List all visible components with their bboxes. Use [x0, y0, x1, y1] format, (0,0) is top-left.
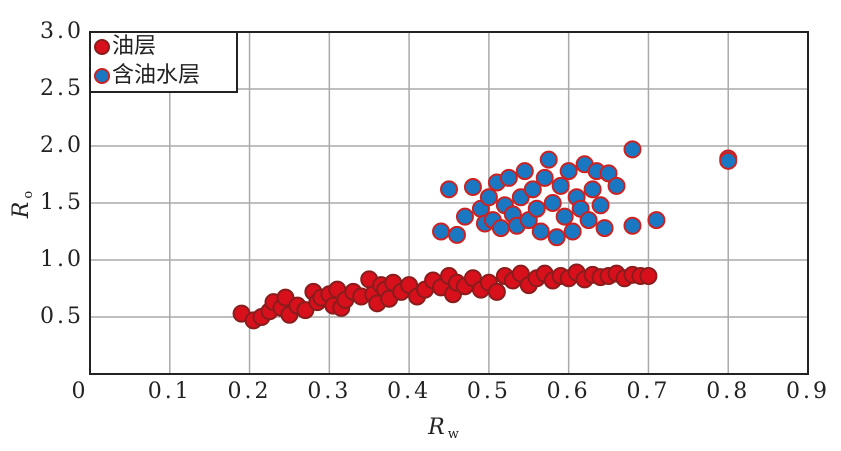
y-tick-label: 1.5	[40, 190, 84, 215]
point	[647, 211, 666, 230]
point	[432, 222, 451, 241]
legend-marker	[94, 39, 110, 55]
point	[463, 178, 482, 197]
x-tick-label: 0.2	[228, 379, 272, 404]
x-tick-label: 0.9	[786, 379, 830, 404]
x-tick-label: 0.3	[307, 379, 351, 404]
point	[623, 140, 642, 159]
legend-marker	[94, 68, 110, 84]
x-axis-label: Rw	[427, 415, 462, 442]
point	[440, 180, 458, 199]
x-tick-label: 0.7	[626, 379, 670, 404]
x-tick-label: 0.6	[547, 379, 591, 404]
point	[719, 151, 738, 170]
x-tick-label: 0	[72, 379, 89, 404]
point	[531, 222, 550, 241]
point	[499, 168, 518, 187]
x-tick-label: 0.4	[387, 379, 431, 404]
point	[547, 228, 566, 247]
point	[455, 207, 474, 226]
y-tick-label: 0.5	[40, 304, 84, 329]
y-axis-label: Ro	[9, 188, 36, 219]
x-tick-label: 0.8	[706, 379, 750, 404]
point	[551, 176, 570, 195]
point	[523, 180, 542, 199]
x-axis-label-sub: w	[448, 427, 462, 442]
point	[563, 222, 582, 241]
legend-label: 含油水层	[112, 63, 200, 88]
point	[639, 266, 658, 285]
x-tick-label: 0.1	[148, 379, 192, 404]
point	[535, 168, 554, 187]
legend-box	[89, 31, 238, 93]
point	[599, 164, 618, 183]
point	[479, 188, 498, 207]
y-tick-label: 3.0	[40, 19, 84, 44]
point	[491, 219, 510, 238]
point	[539, 150, 558, 169]
y-tick-label: 2.0	[40, 133, 84, 158]
point	[607, 176, 626, 195]
point	[527, 199, 546, 218]
x-axis-label-main: R	[427, 415, 448, 440]
point	[559, 162, 578, 181]
plot-frame	[89, 31, 809, 375]
legend-label: 油层	[112, 34, 156, 59]
point	[515, 162, 534, 181]
point	[591, 196, 610, 215]
point	[555, 207, 574, 226]
point	[447, 225, 466, 244]
point	[595, 219, 614, 238]
point	[623, 216, 642, 235]
x-tick-label: 0.5	[467, 379, 511, 404]
point	[583, 180, 602, 199]
y-tick-label: 2.5	[40, 76, 84, 101]
y-tick-label: 1.0	[40, 247, 84, 272]
point	[579, 211, 598, 230]
point	[487, 282, 506, 301]
point	[543, 194, 562, 212]
y-axis-label-sub: o	[21, 188, 36, 199]
y-axis-label-main: R	[9, 199, 34, 220]
